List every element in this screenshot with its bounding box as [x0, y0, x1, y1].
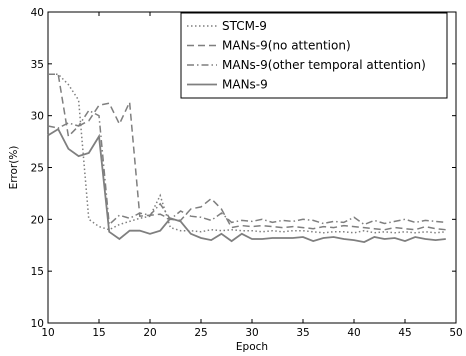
series-line-3	[47, 109, 446, 227]
y-tick-label: 40	[31, 7, 44, 19]
ticks-layer: 10 15 20 25 30 35 40 45 50 10 15 20 25 30 35 40	[31, 7, 463, 339]
y-tick-label: 25	[31, 163, 44, 175]
legend-box	[180, 12, 448, 99]
y-axis-label: Error(%)	[8, 146, 20, 190]
y-tick-label: 15	[31, 266, 44, 278]
x-tick-label: 10	[41, 327, 54, 339]
x-tick-label: 25	[194, 327, 207, 339]
series-line-4	[47, 127, 446, 244]
series-layer	[47, 73, 446, 244]
legend: STCM-9 MANs-9(no attention) MANs-9(other t…	[180, 12, 448, 99]
x-axis-label: Epoch	[236, 341, 268, 353]
series-line-2	[48, 73, 446, 231]
y-tick-label: 10	[31, 318, 44, 330]
x-tick-label: 20	[143, 327, 156, 339]
x-tick-label: 30	[245, 327, 258, 339]
y-tick-label: 35	[31, 59, 44, 71]
legend-label-1: STCM-9	[222, 19, 267, 33]
y-tick-label: 20	[31, 214, 44, 226]
series-line-1	[48, 73, 446, 234]
legend-label-4: MANs-9	[222, 78, 268, 92]
x-tick-label: 45	[398, 327, 411, 339]
y-tick-label: 30	[31, 111, 44, 123]
x-tick-label: 50	[449, 327, 462, 339]
legend-label-2: MANs-9(no attention)	[222, 39, 351, 53]
x-tick-label: 40	[347, 327, 360, 339]
legend-label-3: MANs-9(other temporal attention)	[222, 58, 426, 72]
x-tick-label: 15	[92, 327, 105, 339]
x-tick-label: 35	[296, 327, 309, 339]
